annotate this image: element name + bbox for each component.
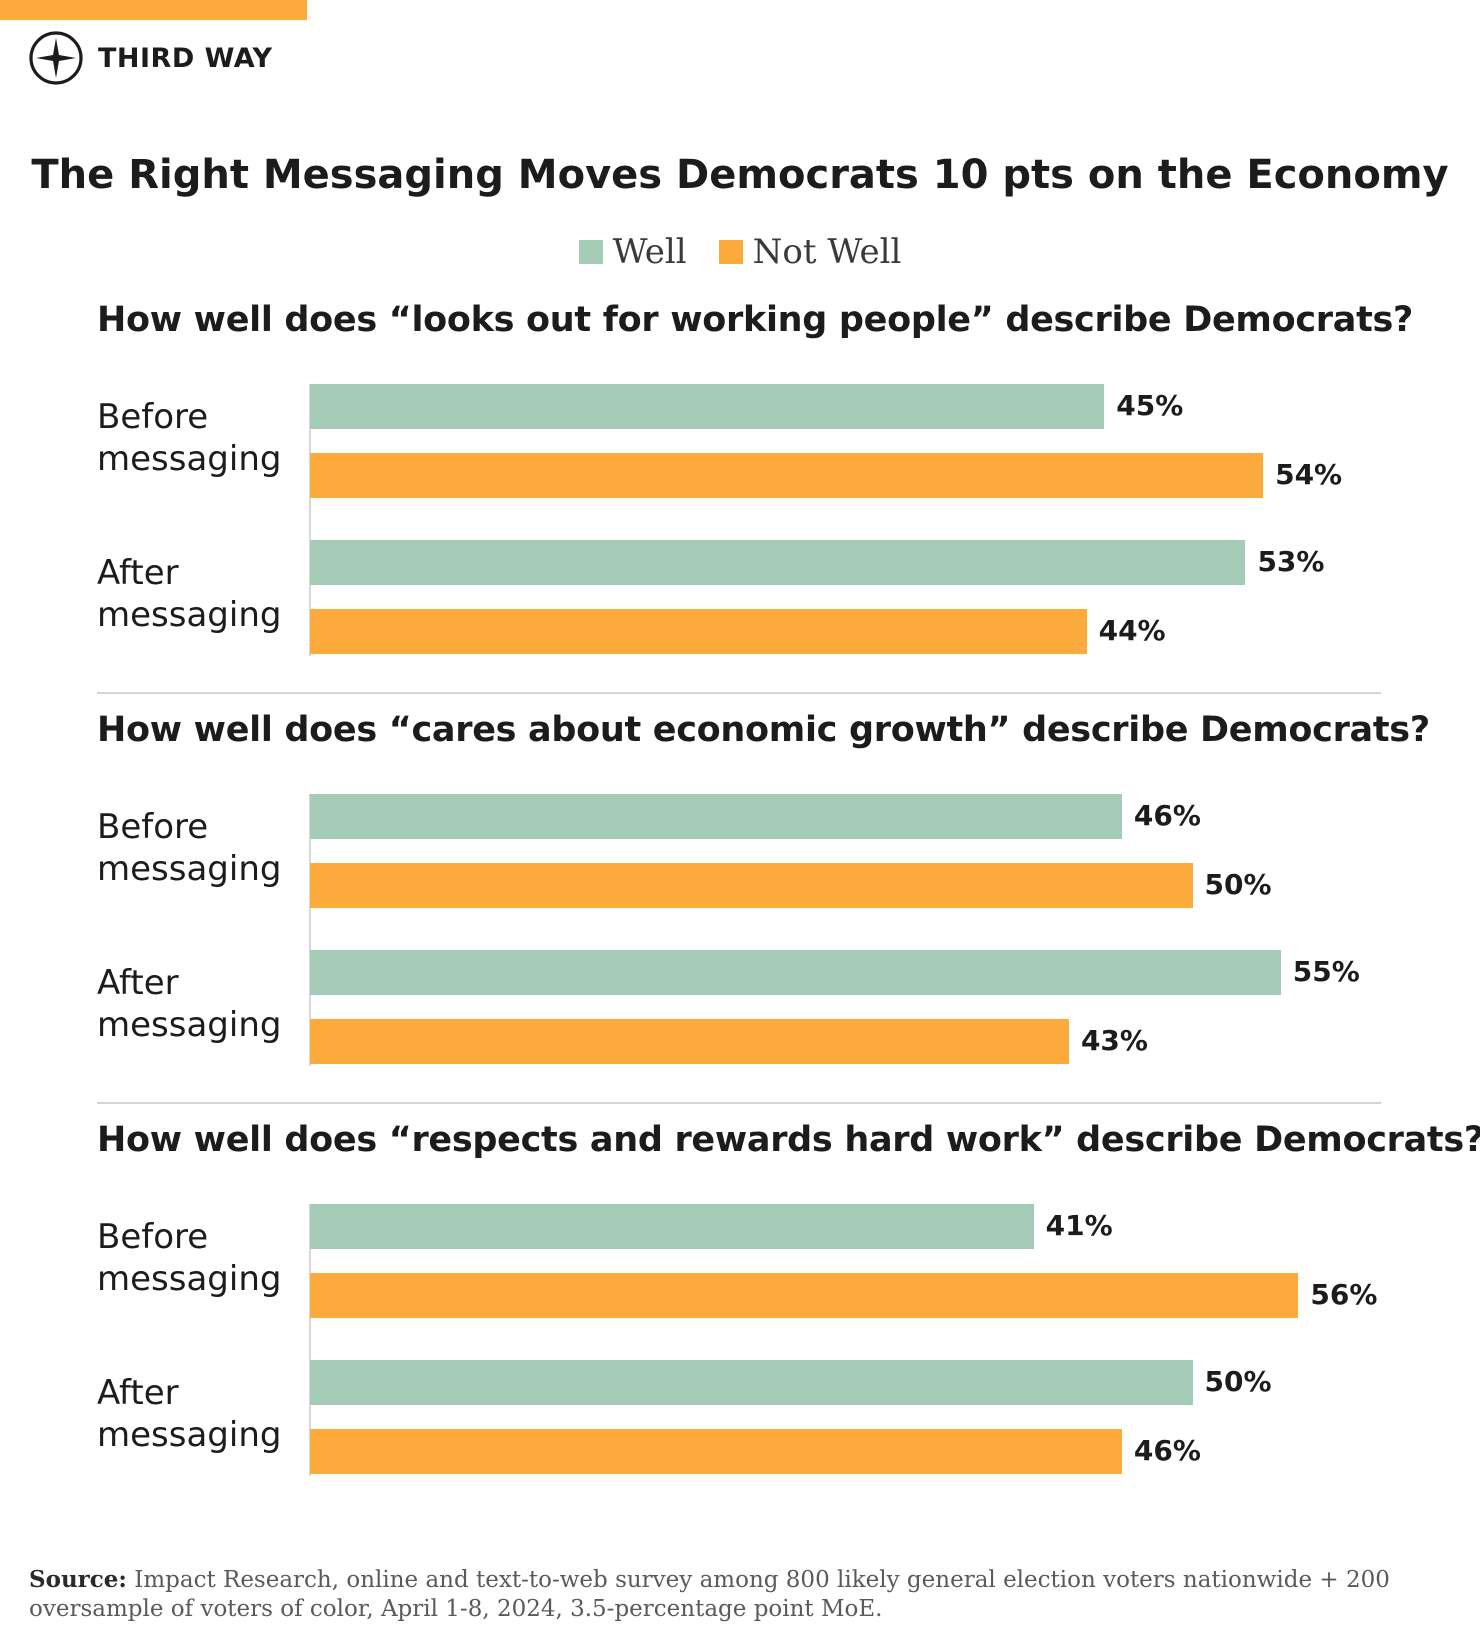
bar-axis-line — [309, 794, 311, 1066]
data-label-well: 41% — [1045, 1209, 1113, 1242]
data-label-well: 55% — [1292, 955, 1360, 988]
question-title: How well does “respects and rewards hard… — [97, 1120, 1480, 1160]
source-label: Source: — [29, 1566, 127, 1593]
data-label-not-well: 54% — [1275, 458, 1343, 491]
bar-not-well — [310, 1429, 1122, 1474]
data-label-not-well: 44% — [1098, 614, 1166, 647]
group-label-line1: Before — [97, 807, 209, 847]
bar-axis-line — [309, 384, 311, 656]
group-label: After messaging — [97, 1372, 281, 1456]
bar-not-well — [310, 863, 1193, 908]
group-label: After messaging — [97, 962, 281, 1046]
group-label: After messaging — [97, 552, 281, 636]
group-label-line1: After — [97, 1373, 179, 1413]
bar-well — [310, 384, 1105, 429]
data-label-well: 53% — [1257, 545, 1325, 578]
data-label-not-well: 50% — [1204, 868, 1272, 901]
group-label-line2: messaging — [97, 1259, 282, 1299]
data-label-not-well: 46% — [1133, 1434, 1201, 1467]
legend-swatch-not-well — [718, 240, 743, 264]
group-label-line2: messaging — [97, 439, 282, 479]
group-label-line1: After — [97, 963, 179, 1003]
legend-item-not-well: Not Well — [718, 232, 902, 272]
top-accent-bar — [0, 0, 307, 20]
source-text: Impact Research, online and text-to-web … — [29, 1567, 1390, 1622]
panel-divider — [97, 692, 1381, 694]
legend-label-well: Well — [612, 232, 687, 272]
group-label-line2: messaging — [97, 595, 282, 635]
brand-logo: THIRD WAY — [28, 29, 273, 87]
legend-swatch-well — [578, 240, 603, 264]
chart-legend: Well Not Well — [0, 232, 1480, 272]
bar-well — [310, 1360, 1193, 1405]
panel-divider — [97, 1102, 1381, 1104]
data-label-well: 50% — [1204, 1365, 1272, 1398]
group-label: Before messaging — [97, 396, 281, 480]
group-label-line1: After — [97, 553, 179, 593]
group-label-line2: messaging — [97, 1005, 282, 1045]
bar-well — [310, 1204, 1034, 1249]
question-title: How well does “cares about economic grow… — [97, 710, 1430, 750]
data-label-not-well: 56% — [1310, 1278, 1378, 1311]
group-label-line1: Before — [97, 1217, 209, 1257]
legend-label-not-well: Not Well — [752, 232, 902, 272]
bar-not-well — [310, 453, 1264, 498]
chart-title: The Right Messaging Moves Democrats 10 p… — [31, 152, 1449, 198]
source-note: Source: Impact Research, online and text… — [29, 1565, 1459, 1624]
group-label-line2: messaging — [97, 849, 282, 889]
group-label-line2: messaging — [97, 1415, 282, 1455]
compass-star-icon — [29, 31, 83, 85]
group-label: Before messaging — [97, 1216, 281, 1300]
data-label-well: 46% — [1133, 799, 1201, 832]
bar-not-well — [310, 1019, 1069, 1064]
bar-not-well — [310, 1273, 1299, 1318]
legend-item-well: Well — [578, 232, 687, 272]
bar-not-well — [310, 609, 1087, 654]
data-label-well: 45% — [1116, 389, 1184, 422]
question-title: How well does “looks out for working peo… — [97, 300, 1414, 340]
group-label: Before messaging — [97, 806, 281, 890]
data-label-not-well: 43% — [1080, 1024, 1148, 1057]
bar-axis-line — [309, 1204, 311, 1476]
bar-well — [310, 950, 1281, 995]
bar-well — [310, 540, 1246, 585]
brand-name: THIRD WAY — [98, 42, 273, 74]
bar-well — [310, 794, 1122, 839]
group-label-line1: Before — [97, 397, 209, 437]
